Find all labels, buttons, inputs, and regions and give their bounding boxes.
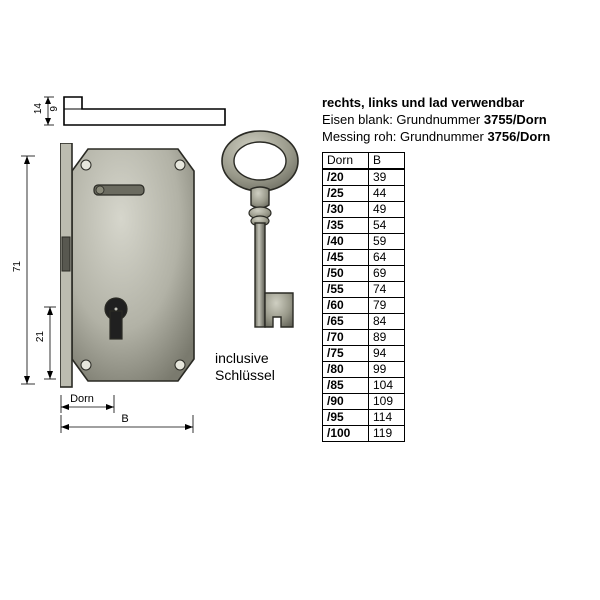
- dim-9-label: 9: [49, 106, 60, 112]
- dim-21: 21: [38, 301, 58, 371]
- table-row: /3049: [323, 202, 405, 218]
- table-row: /4059: [323, 234, 405, 250]
- table-row: /8099: [323, 362, 405, 378]
- table-row: /7594: [323, 346, 405, 362]
- table-row: /2039: [323, 169, 405, 186]
- table-cell-dorn: /60: [323, 298, 369, 314]
- table-cell-dorn: /85: [323, 378, 369, 394]
- table-row: /5069: [323, 266, 405, 282]
- key-label: inclusive Schlüssel: [215, 350, 305, 384]
- table-row: /85104: [323, 378, 405, 394]
- table-cell-dorn: /55: [323, 282, 369, 298]
- table-cell-b: 114: [369, 410, 405, 426]
- dim-21-label: 21: [35, 331, 46, 342]
- table-row: /3554: [323, 218, 405, 234]
- table-cell-b: 39: [369, 169, 405, 186]
- table-cell-b: 54: [369, 218, 405, 234]
- table-cell-b: 69: [369, 266, 405, 282]
- header-line3: Messing roh: Grundnummer 3756/Dorn: [322, 129, 592, 146]
- table-cell-b: 64: [369, 250, 405, 266]
- table-cell-dorn: /30: [323, 202, 369, 218]
- table-cell-dorn: /100: [323, 426, 369, 442]
- table-cell-dorn: /90: [323, 394, 369, 410]
- table-cell-b: 94: [369, 346, 405, 362]
- table-cell-b: 79: [369, 298, 405, 314]
- header-text: rechts, links und lad verwendbar Eisen b…: [322, 95, 592, 146]
- table-row: /90109: [323, 394, 405, 410]
- table-row: /7089: [323, 330, 405, 346]
- table-cell-dorn: /50: [323, 266, 369, 282]
- lock-front-view: [60, 143, 200, 393]
- table-cell-b: 59: [369, 234, 405, 250]
- table-cell-b: 119: [369, 426, 405, 442]
- table-cell-dorn: /70: [323, 330, 369, 346]
- table-cell-dorn: /20: [323, 169, 369, 186]
- table-cell-dorn: /95: [323, 410, 369, 426]
- dim-71-label: 71: [12, 261, 23, 272]
- table-row: /6584: [323, 314, 405, 330]
- table-cell-dorn: /75: [323, 346, 369, 362]
- table-cell-dorn: /25: [323, 186, 369, 202]
- dim-b: B: [60, 415, 190, 445]
- table-row: /100119: [323, 426, 405, 442]
- key-label-line1: inclusive: [215, 350, 305, 367]
- header-line2: Eisen blank: Grundnummer 3755/Dorn: [322, 112, 592, 129]
- table-row: /2544: [323, 186, 405, 202]
- dim-9: 9: [50, 103, 60, 121]
- table-row: /4564: [323, 250, 405, 266]
- table-cell-b: 104: [369, 378, 405, 394]
- table-cell-b: 84: [369, 314, 405, 330]
- dim-b-label: B: [60, 413, 190, 425]
- table-header-b: B: [369, 153, 405, 170]
- table-cell-b: 49: [369, 202, 405, 218]
- table-cell-b: 99: [369, 362, 405, 378]
- table-row: /6079: [323, 298, 405, 314]
- dim-dorn-label: Dorn: [52, 393, 112, 405]
- table-cell-b: 44: [369, 186, 405, 202]
- table-cell-b: 89: [369, 330, 405, 346]
- header-line1: rechts, links und lad verwendbar: [322, 95, 592, 112]
- dim-14-label: 14: [33, 103, 44, 114]
- table-header-dorn: Dorn: [323, 153, 369, 170]
- table-cell-dorn: /35: [323, 218, 369, 234]
- table-row: /95114: [323, 410, 405, 426]
- table-row: /5574: [323, 282, 405, 298]
- table-cell-dorn: /40: [323, 234, 369, 250]
- dimension-table: Dorn B /2039/2544/3049/3554/4059/4564/50…: [322, 152, 405, 442]
- table-cell-dorn: /65: [323, 314, 369, 330]
- dim-71: 71: [17, 155, 37, 385]
- key-label-line2: Schlüssel: [215, 367, 305, 384]
- table-cell-b: 109: [369, 394, 405, 410]
- key-view: [215, 125, 305, 345]
- profile-view: [60, 95, 230, 127]
- page-container: 14 9: [0, 0, 600, 600]
- table-header-row: Dorn B: [323, 153, 405, 170]
- table-cell-dorn: /45: [323, 250, 369, 266]
- table-cell-b: 74: [369, 282, 405, 298]
- table-cell-dorn: /80: [323, 362, 369, 378]
